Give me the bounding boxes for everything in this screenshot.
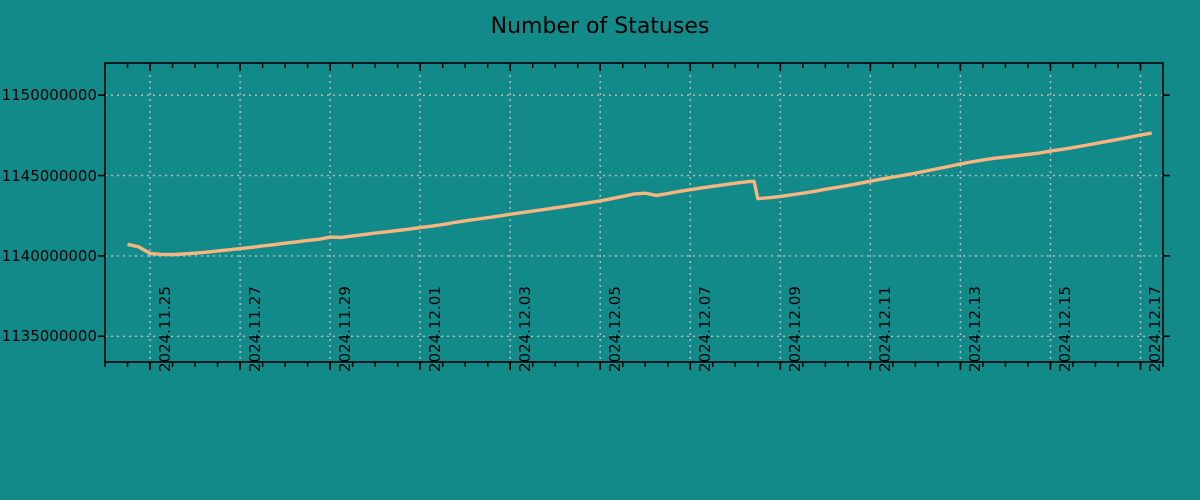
x-axis-tick-label: 2024.12.07 — [696, 286, 715, 372]
axis-ticks — [98, 63, 1170, 370]
x-axis-tick-label: 2024.11.25 — [156, 286, 175, 372]
y-axis-tick-label: 1145000000 — [1, 166, 97, 185]
y-axis-tick-label: 1135000000 — [1, 327, 97, 346]
y-axis-tick-label: 1150000000 — [1, 86, 97, 105]
chart-title: Number of Statuses — [490, 14, 710, 39]
x-axis-tick-label: 2024.12.13 — [966, 286, 985, 372]
y-axis-tick-label: 1140000000 — [1, 246, 97, 265]
grid-lines — [105, 63, 1163, 362]
data-series-line — [127, 131, 1153, 257]
x-axis-tick-label: 2024.12.15 — [1056, 286, 1075, 372]
x-axis-tick-label: 2024.12.17 — [1146, 286, 1165, 372]
x-axis-tick-label: 2024.12.05 — [606, 286, 625, 372]
x-axis-tick-label: 2024.12.03 — [516, 286, 535, 372]
x-axis-tick-label: 2024.12.09 — [786, 286, 805, 372]
x-axis-tick-label: 2024.11.29 — [336, 286, 355, 372]
x-axis-tick-label: 2024.11.27 — [246, 286, 265, 372]
x-axis-tick-label: 2024.12.01 — [426, 286, 445, 372]
plot-frame — [104, 62, 1164, 363]
x-axis-tick-label: 2024.12.11 — [876, 286, 895, 372]
